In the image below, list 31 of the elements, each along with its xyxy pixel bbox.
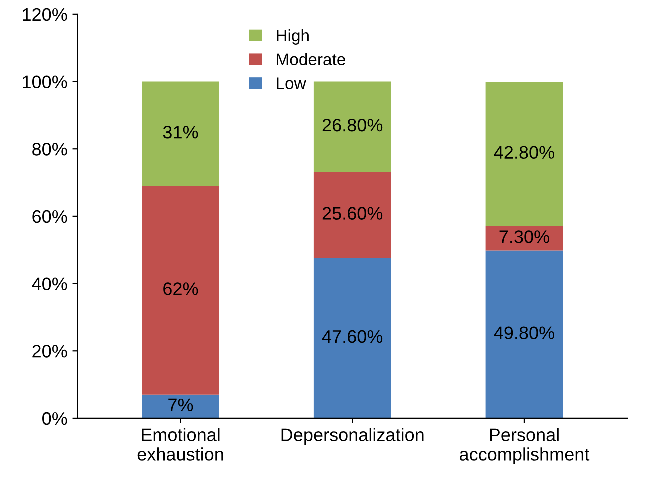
bar	[314, 258, 392, 418]
x-tick-label: Depersonalization	[282, 428, 424, 446]
data-label: 7.30%	[500, 230, 550, 244]
bar	[486, 82, 564, 226]
data-label: 26.80%	[322, 118, 383, 132]
data-label: 42.80%	[494, 146, 554, 160]
x-tick-label: Emotional exhaustion	[138, 428, 224, 461]
data-label: 25.60%	[322, 207, 383, 220]
bar	[314, 82, 392, 172]
y-tick-label: 80%	[32, 143, 68, 156]
data-label: 62%	[164, 282, 198, 296]
bar	[142, 82, 220, 186]
data-label: 47.60%	[322, 330, 383, 344]
bar	[142, 186, 220, 395]
y-tick-label: 120%	[23, 8, 68, 22]
y-tick-label: 40%	[32, 278, 68, 291]
data-label: 31%	[163, 126, 198, 139]
legend-label: High	[277, 29, 309, 45]
y-tick-label: 60%	[32, 210, 68, 224]
data-label: 49.80%	[494, 326, 554, 340]
data-label: 7%	[168, 398, 194, 412]
y-tick-label: 100%	[23, 76, 68, 88]
bar	[486, 250, 564, 418]
bar	[142, 394, 220, 418]
legend-label: Moderate	[277, 53, 346, 66]
y-tick-label: 20%	[32, 345, 68, 358]
y-tick-label: 0%	[42, 412, 68, 426]
bar	[314, 172, 392, 258]
bar	[486, 226, 564, 251]
x-tick-label: Personal accomplishment	[460, 428, 590, 464]
legend-label: Low	[277, 78, 306, 90]
